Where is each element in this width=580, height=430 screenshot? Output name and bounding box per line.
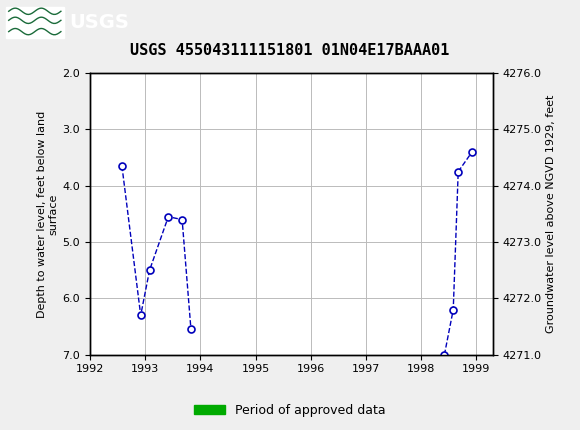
Text: USGS 455043111151801 01N04E17BAAA01: USGS 455043111151801 01N04E17BAAA01 bbox=[130, 43, 450, 58]
Text: USGS: USGS bbox=[70, 13, 129, 32]
Legend: Period of approved data: Period of approved data bbox=[189, 399, 391, 421]
Y-axis label: Depth to water level, feet below land
surface: Depth to water level, feet below land su… bbox=[37, 111, 58, 317]
Bar bbox=[122, 355, 191, 362]
FancyBboxPatch shape bbox=[6, 7, 64, 38]
Bar bbox=[444, 355, 472, 362]
Y-axis label: Groundwater level above NGVD 1929, feet: Groundwater level above NGVD 1929, feet bbox=[546, 95, 556, 333]
